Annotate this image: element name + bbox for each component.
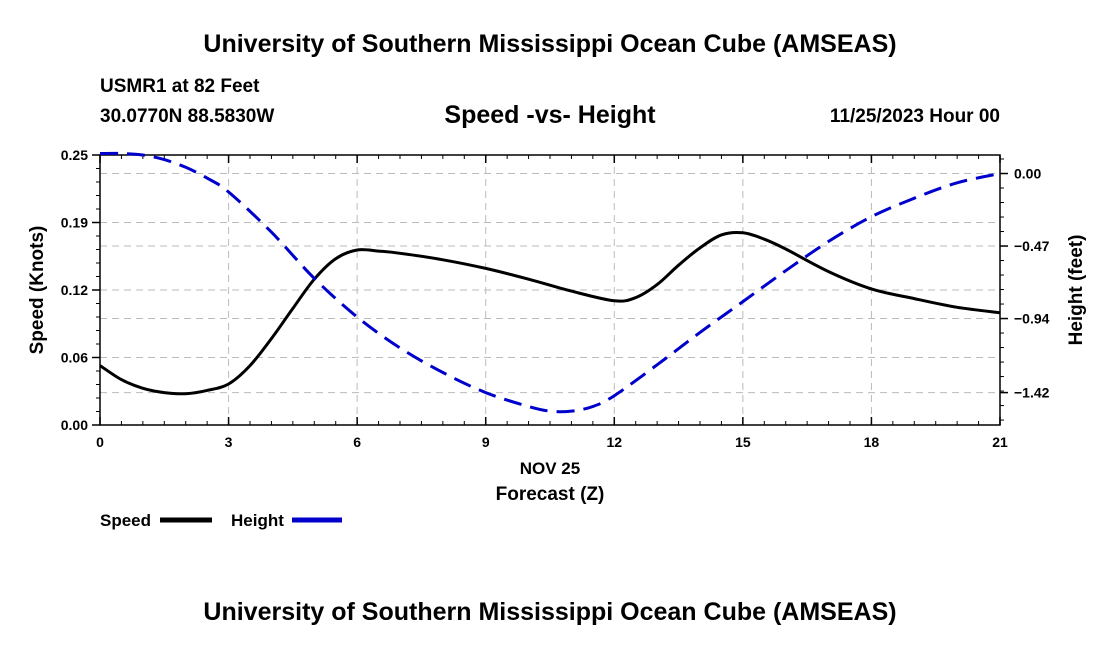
grid [100,155,1000,425]
x-tick-label: 18 [864,434,880,450]
series-line-speed [99,230,1001,396]
y-left-tick-label: 0.25 [61,147,88,163]
legend-height-label: Height [231,511,284,530]
chart-title: University of Southern Mississippi Ocean… [203,30,897,58]
x-tick-label: 6 [353,434,361,450]
forecast-datetime: 11/25/2023 Hour 00 [829,106,1000,127]
series-line-height [99,151,1001,414]
coordinates-label: 30.0770N 88.5830W [100,106,275,127]
x-tick-label: 9 [482,434,490,450]
y-left-tick-label: 0.06 [61,350,88,366]
footer-title: University of Southern Mississippi Ocean… [203,598,897,626]
x-axis-date-label: NOV 25 [520,459,580,478]
x-tick-label: 15 [735,434,751,450]
legend-speed-label: Speed [100,511,151,530]
y-axis-left-label: Speed (Knots) [27,226,48,355]
y-left-tick-label: 0.19 [61,215,88,231]
y-right-tick-label: 0.00 [1014,166,1041,182]
y-axis-right-label: Height (feet) [1066,235,1087,346]
series-lines [99,151,1001,414]
y-left-tick-label: 0.12 [61,282,88,298]
plot-frame [99,154,1001,426]
x-tick-label: 3 [225,434,233,450]
x-tick-label: 12 [606,434,622,450]
y-left-tick-label: 0.00 [61,417,88,433]
axis-labels: 0 3 6 9 12 15 18 21 0.00 0.06 0.12 0.19 0.25 0.00 −0.4… [61,147,1050,450]
station-label: USMR1 at 82 Feet [100,76,260,97]
y-right-tick-label: −0.47 [1014,238,1050,254]
y-right-tick-label: −1.42 [1014,385,1050,401]
y-right-tick-label: −0.94 [1014,311,1050,327]
chart-subtitle: Speed -vs- Height [444,101,656,129]
x-tick-label: 21 [992,434,1008,450]
x-axis-label: Forecast (Z) [496,484,605,505]
x-tick-label: 0 [96,434,104,450]
legend: Speed Height [100,511,342,530]
